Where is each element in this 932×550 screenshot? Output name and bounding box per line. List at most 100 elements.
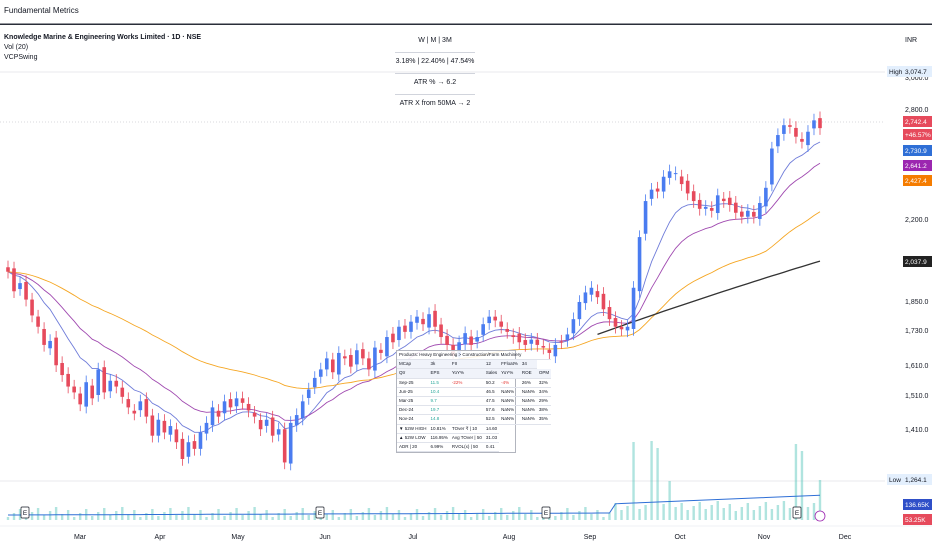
- candle: [144, 399, 149, 417]
- volume-bar: [692, 506, 695, 520]
- volume-bar: [656, 448, 659, 520]
- table-cell: ▼ 52W HIGH: [397, 424, 429, 434]
- candle: [90, 385, 95, 399]
- candle: [607, 307, 612, 320]
- table-cell: Sales: [483, 368, 500, 379]
- volume-bar: [614, 503, 617, 520]
- change-badge-text: +46.57%: [905, 132, 931, 139]
- y-tick-label: 1,610.0: [905, 363, 928, 370]
- candle: [535, 339, 540, 345]
- candle: [240, 398, 245, 403]
- candle: [252, 412, 257, 417]
- high-badge-tag-text: High: [889, 69, 903, 76]
- candle: [812, 120, 816, 129]
- volume-bar: [530, 510, 533, 520]
- volume-bar: [42, 515, 46, 520]
- y-tick-label: 1,410.0: [905, 427, 928, 434]
- volume-bar: [716, 501, 719, 520]
- candle: [126, 399, 131, 408]
- candle: [415, 316, 419, 323]
- candle: [697, 199, 702, 209]
- candle: [24, 281, 28, 300]
- axes: Mar Apr May Jun Jul Aug Sep Oct Nov Dec 3,000.0 2,8…: [20, 37, 932, 541]
- candle: [667, 171, 672, 178]
- volume-bar: [740, 507, 744, 520]
- candle: [673, 173, 678, 175]
- volume-bar: [439, 515, 443, 520]
- low-badge-tag-text: Low: [889, 477, 901, 484]
- volume-avg-badge-text: 53.25K: [905, 517, 926, 524]
- candle: [288, 422, 293, 464]
- sma200-line: [597, 260, 821, 336]
- volume-bar: [602, 517, 605, 520]
- candle: [752, 211, 756, 217]
- volume-bar: [145, 513, 148, 520]
- volume-bar: [524, 514, 527, 520]
- candle: [770, 148, 774, 185]
- volume-legend[interactable]: Vol (20): [4, 44, 29, 51]
- volume-bar: [163, 512, 166, 520]
- candle: [529, 339, 534, 344]
- candle: [72, 386, 76, 393]
- candle: [457, 342, 461, 357]
- candle: [150, 415, 155, 436]
- candle: [216, 410, 221, 417]
- symbol-title[interactable]: Knowledge Marine & Engineering Works Lim…: [4, 34, 202, 41]
- x-tick-label: Jul: [409, 534, 418, 541]
- volume-bar: [608, 513, 611, 520]
- volume-bar: [271, 517, 274, 520]
- x-tick-label: Jun: [319, 534, 330, 541]
- candle: [721, 198, 726, 202]
- candle: [228, 399, 233, 408]
- ema20-badge: [903, 160, 932, 171]
- table-cell: 10.81%: [428, 424, 450, 434]
- stats-row: ▼ 52W HIGH 10.81% TOver ₹ | 10 14.60: [397, 424, 551, 434]
- candle: [577, 301, 582, 320]
- volume-bar: [572, 515, 575, 520]
- x-tick-label: Oct: [675, 534, 686, 541]
- candle: [589, 287, 594, 295]
- period-labels: W | M | 3M: [418, 37, 452, 44]
- volume-bar: [680, 503, 683, 520]
- volume-bar: [674, 507, 677, 520]
- table-cell: [449, 405, 484, 416]
- candle: [198, 432, 203, 449]
- x-tick-label: Dec: [839, 534, 852, 541]
- volume-bar: [265, 510, 268, 520]
- table-cell: MCap: [397, 359, 429, 370]
- candle: [613, 318, 618, 327]
- volume-bar: [554, 516, 557, 520]
- volume-bar: [397, 510, 401, 520]
- volume-bar: [331, 510, 334, 520]
- candle: [794, 127, 798, 137]
- volume-bar: [343, 513, 347, 520]
- candle: [12, 268, 16, 292]
- volume-bar: [175, 515, 178, 520]
- candle: [571, 319, 576, 334]
- volume-bar: [457, 514, 461, 520]
- volume-bar: [325, 514, 328, 520]
- indicator-legend[interactable]: VCPSwing: [4, 54, 38, 61]
- candle: [331, 359, 335, 373]
- x-tick-label: Nov: [758, 534, 771, 541]
- volume-bar: [60, 514, 64, 520]
- volume-bar: [632, 442, 635, 520]
- candle: [318, 369, 323, 377]
- candle: [300, 401, 305, 419]
- table-title: Products: Heavy Engineering > Constructi…: [397, 351, 552, 361]
- candle: [204, 422, 209, 434]
- y-tick-label: 2,800.0: [905, 107, 928, 114]
- volume-bar: [97, 512, 100, 520]
- candle: [703, 206, 708, 209]
- volume-bar: [704, 509, 707, 520]
- volume-bar: [566, 508, 569, 520]
- candle: [48, 340, 52, 349]
- volume-bar: [193, 514, 196, 520]
- candle: [523, 340, 528, 345]
- table-cell: 32%: [536, 378, 552, 388]
- candle: [343, 356, 347, 359]
- sma200-badge-text: 2,037.9: [905, 259, 927, 266]
- app-title: Fundamental Metrics: [4, 6, 79, 15]
- candle: [6, 267, 10, 272]
- candle: [433, 310, 437, 327]
